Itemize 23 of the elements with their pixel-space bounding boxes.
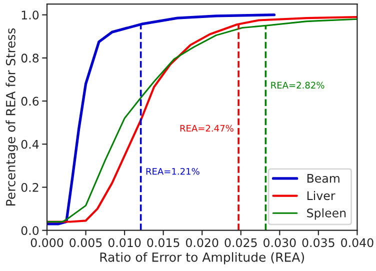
- x-tick-label: 0.030: [264, 238, 296, 248]
- y-tick-label: 0.2: [21, 182, 38, 192]
- ref-line-label: REA=1.21%: [146, 168, 200, 175]
- x-tick-label: 0.020: [186, 238, 218, 248]
- ref-line-label: REA=2.47%: [180, 124, 234, 132]
- x-tick-label: 0.035: [302, 238, 334, 248]
- legend-label: Liver: [307, 190, 336, 200]
- y-tick-label: 0.6: [21, 96, 39, 106]
- legend-label: Beam: [307, 174, 340, 183]
- x-tick-label: 0.010: [108, 238, 141, 248]
- x-tick-label: 0.000: [30, 238, 64, 248]
- y-axis-title: Percentage of REA for Stress: [6, 28, 18, 206]
- x-axis-title: Ratio of Error to Amplitude (REA): [100, 252, 304, 264]
- y-tick-label: 0.8: [21, 54, 39, 63]
- y-tick-label: 1.0: [22, 10, 39, 20]
- x-tick-label: 0.040: [341, 238, 374, 248]
- y-tick-label: 0.4: [21, 140, 39, 149]
- y-tick-label: 0.0: [21, 226, 39, 236]
- x-tick-label: 0.005: [70, 238, 102, 248]
- x-tick-label: 0.015: [147, 238, 180, 248]
- x-tick-label: 0.025: [224, 238, 257, 248]
- legend-label: Spleen: [307, 208, 346, 220]
- ref-line-label: REA=2.82%: [271, 82, 324, 89]
